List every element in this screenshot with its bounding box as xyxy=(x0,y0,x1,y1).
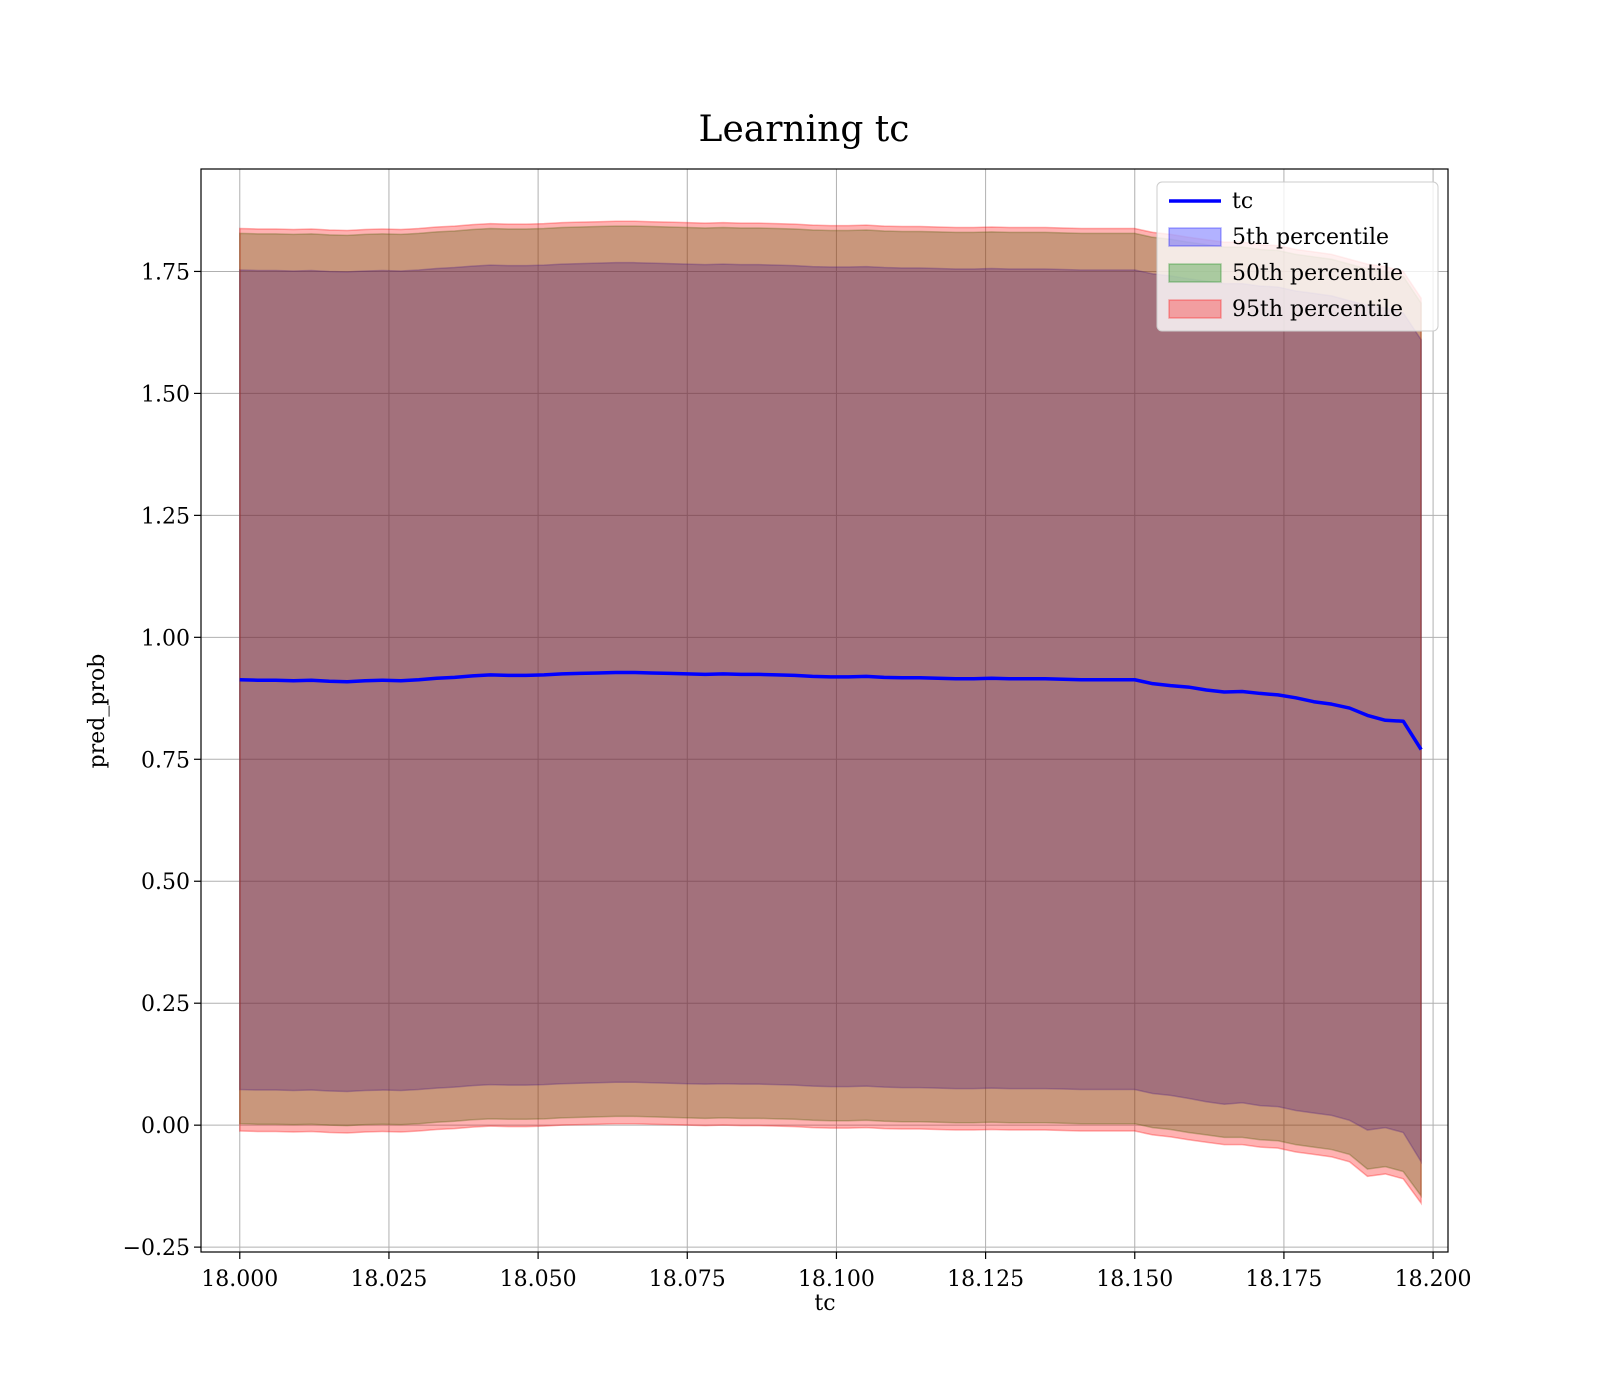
x-tick-label: 18.200 xyxy=(1395,1267,1472,1292)
x-tick-label: 18.050 xyxy=(500,1267,577,1292)
legend-label: 50th percentile xyxy=(1232,261,1403,286)
x-tick-label: 18.075 xyxy=(649,1267,726,1292)
series-line-tc xyxy=(239,670,1423,751)
x-axis-ticks: 18.000 18.025 18.050 18.075 18.100 18.125 18.1… xyxy=(201,1252,1472,1292)
legend-swatch-patch xyxy=(1168,227,1222,247)
y-tick-label: 1.25 xyxy=(141,504,190,529)
x-axis-label: tc xyxy=(814,1291,835,1316)
grid xyxy=(201,169,1448,1252)
x-tick-label: 18.150 xyxy=(1096,1267,1173,1292)
x-tick-label: 18.025 xyxy=(350,1267,427,1292)
plot-area xyxy=(239,220,1423,1206)
y-tick-label: 0.50 xyxy=(141,870,190,895)
band-95th-percentile xyxy=(239,220,1422,1206)
y-tick-label: 0.25 xyxy=(141,992,190,1017)
legend-box xyxy=(1156,181,1439,332)
axes-frame xyxy=(200,168,1449,1253)
legend-swatch-patch xyxy=(1168,263,1222,283)
x-tick-label: 18.100 xyxy=(798,1267,875,1292)
y-tick-label: 1.00 xyxy=(141,626,190,651)
chart-title: Learning tc xyxy=(699,109,910,150)
y-axis-ticks: −0.25 0.00 0.25 0.50 0.75 1.00 1.25 1.50 1.75 xyxy=(123,260,201,1261)
y-axis-label: pred_prob xyxy=(85,654,110,769)
x-tick-label: 18.000 xyxy=(201,1267,278,1292)
band-50th-percentile xyxy=(239,225,1422,1199)
band-5th-percentile xyxy=(239,261,1422,1165)
legend-swatch-patch xyxy=(1168,299,1222,319)
y-tick-label: 0.75 xyxy=(141,748,190,773)
legend-label: 95th percentile xyxy=(1232,297,1403,322)
y-tick-label: −0.25 xyxy=(123,1236,190,1261)
y-tick-label: 1.50 xyxy=(141,382,190,407)
legend-label: 5th percentile xyxy=(1232,225,1389,250)
y-tick-label: 1.75 xyxy=(141,260,190,285)
legend-label: tc xyxy=(1232,189,1253,214)
x-tick-label: 18.175 xyxy=(1245,1267,1322,1292)
x-tick-label: 18.125 xyxy=(947,1267,1024,1292)
y-tick-label: 0.00 xyxy=(141,1114,190,1139)
legend: tc 5th percentile 50th percentile 95th perc… xyxy=(1156,181,1439,332)
